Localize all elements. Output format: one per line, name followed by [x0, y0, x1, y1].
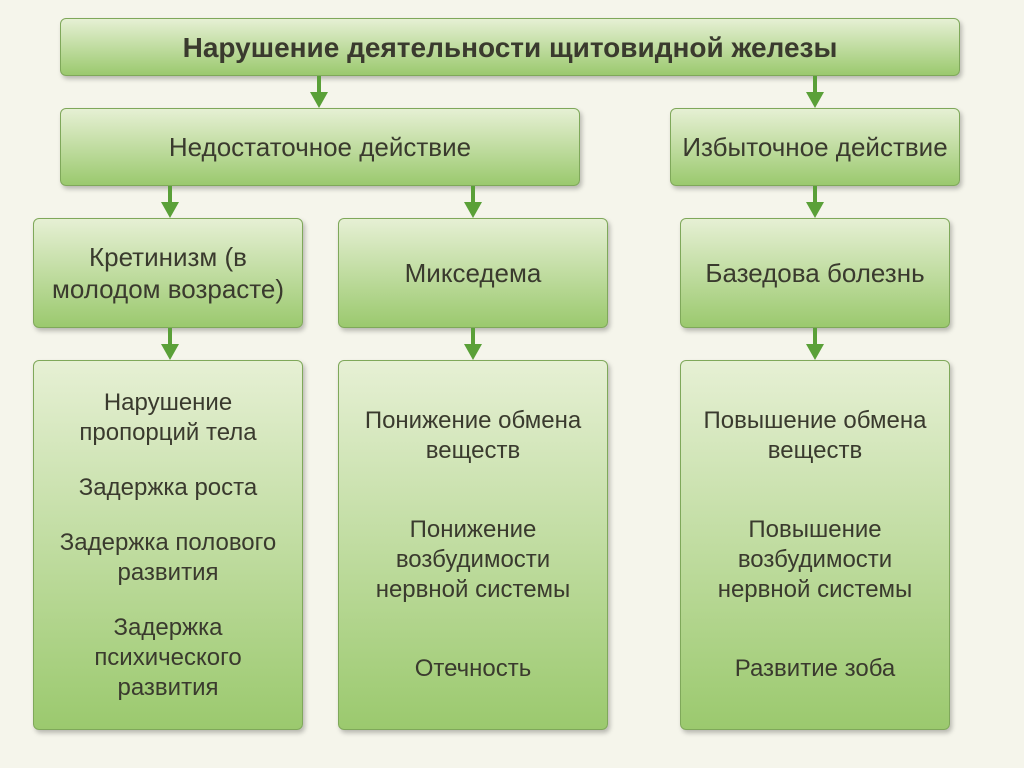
symptom-item: Развитие зоба — [735, 654, 896, 684]
symptom-item: Повышение обмена веществ — [689, 406, 941, 466]
category-right-box: Избыточное действие — [670, 108, 960, 186]
disease-col3-box: Базедова болезнь — [680, 218, 950, 328]
symptom-item: Задержка психического развития — [42, 613, 294, 703]
flowchart-stage: Нарушение деятельности щитовидной железы… — [30, 18, 994, 750]
arrow-head — [806, 92, 824, 108]
category-left-box: Недостаточное действие — [60, 108, 580, 186]
symptoms-col3-box: Повышение обмена веществ Повышение возбу… — [680, 360, 950, 730]
symptom-item: Понижение обмена веществ — [347, 406, 599, 466]
disease-col2-text: Микседема — [405, 257, 542, 290]
arrow-head — [806, 202, 824, 218]
disease-col1-box: Кретинизм (в молодом возрасте) — [33, 218, 303, 328]
symptom-item: Задержка полового развития — [42, 528, 294, 588]
disease-col3-text: Базедова болезнь — [705, 257, 924, 290]
root-title-box: Нарушение деятельности щитовидной железы — [60, 18, 960, 76]
arrow-head — [464, 344, 482, 360]
arrow-head — [806, 344, 824, 360]
category-right-text: Избыточное действие — [682, 131, 947, 164]
symptom-item: Отечность — [415, 654, 532, 684]
disease-col1-text: Кретинизм (в молодом возрасте) — [44, 241, 292, 306]
symptoms-col2-box: Понижение обмена веществ Понижение возбу… — [338, 360, 608, 730]
arrow-head — [464, 202, 482, 218]
root-title-text: Нарушение деятельности щитовидной железы — [183, 30, 838, 65]
arrow-head — [161, 344, 179, 360]
symptoms-col1-box: Нарушение пропорций тела Задержка роста … — [33, 360, 303, 730]
symptom-item: Нарушение пропорций тела — [42, 388, 294, 448]
arrow-head — [310, 92, 328, 108]
category-left-text: Недостаточное действие — [169, 131, 471, 164]
symptom-item: Задержка роста — [79, 473, 257, 503]
disease-col2-box: Микседема — [338, 218, 608, 328]
arrow-head — [161, 202, 179, 218]
symptom-item: Понижение возбудимости нервной системы — [347, 515, 599, 605]
symptom-item: Повышение возбудимости нервной системы — [689, 515, 941, 605]
